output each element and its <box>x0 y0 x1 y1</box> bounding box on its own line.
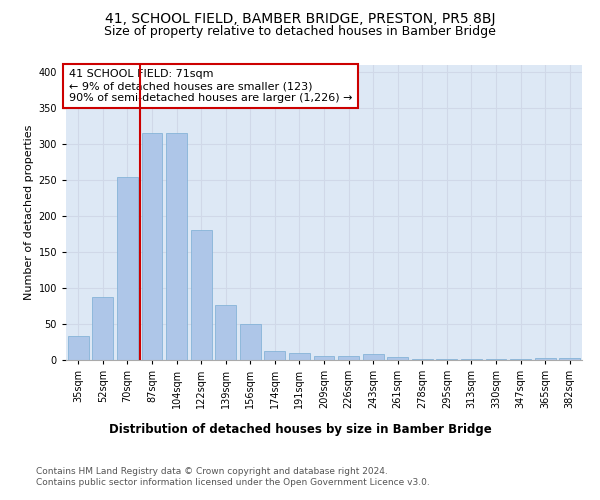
Bar <box>215 304 236 360</box>
Bar <box>412 358 433 360</box>
Text: Distribution of detached houses by size in Bamber Bridge: Distribution of detached houses by size … <box>109 422 491 436</box>
Bar <box>265 350 286 360</box>
Bar <box>240 324 261 360</box>
Text: Contains HM Land Registry data © Crown copyright and database right 2024.
Contai: Contains HM Land Registry data © Crown c… <box>36 468 430 487</box>
Bar <box>387 357 408 360</box>
Y-axis label: Number of detached properties: Number of detached properties <box>24 125 34 300</box>
Bar <box>191 230 212 360</box>
Bar <box>142 134 163 360</box>
Text: 41 SCHOOL FIELD: 71sqm
← 9% of detached houses are smaller (123)
90% of semi-det: 41 SCHOOL FIELD: 71sqm ← 9% of detached … <box>68 70 352 102</box>
Bar <box>117 176 138 360</box>
Text: 41, SCHOOL FIELD, BAMBER BRIDGE, PRESTON, PR5 8BJ: 41, SCHOOL FIELD, BAMBER BRIDGE, PRESTON… <box>105 12 495 26</box>
Bar <box>362 354 383 360</box>
Bar <box>166 134 187 360</box>
Text: Size of property relative to detached houses in Bamber Bridge: Size of property relative to detached ho… <box>104 25 496 38</box>
Bar <box>92 298 113 360</box>
Bar <box>314 356 334 360</box>
Bar <box>559 358 580 360</box>
Bar <box>68 336 89 360</box>
Bar <box>535 358 556 360</box>
Bar <box>338 356 359 360</box>
Bar <box>289 353 310 360</box>
